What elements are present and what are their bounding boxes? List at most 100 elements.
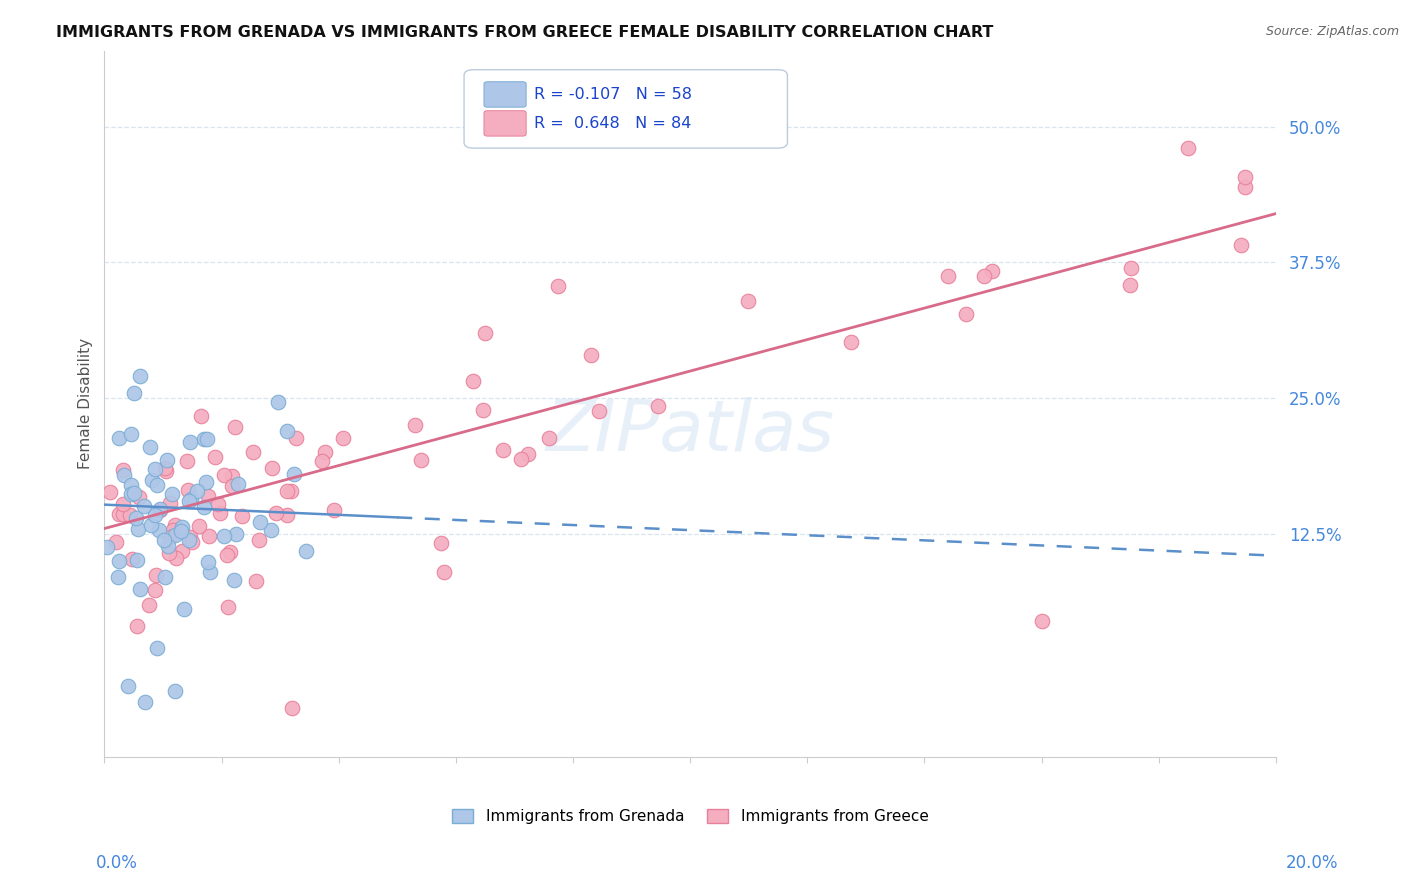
Point [163, 528, 186, 542]
Point [197, 555, 219, 569]
Point [226, 476, 249, 491]
Point [139, 440, 162, 454]
Point [122, 486, 145, 500]
Text: R = -0.107   N = 58: R = -0.107 N = 58 [534, 87, 692, 102]
Point [181, 534, 204, 549]
Point [295, 544, 318, 558]
Point [179, 434, 201, 449]
Point [169, 524, 191, 538]
Point [108, 431, 131, 445]
Point [177, 483, 200, 497]
Point [247, 533, 270, 548]
FancyBboxPatch shape [464, 70, 787, 148]
Text: 0.0%: 0.0% [96, 855, 138, 872]
Point [285, 431, 308, 445]
Point [221, 479, 243, 493]
Point [404, 417, 426, 432]
Point [141, 473, 163, 487]
Point [242, 444, 264, 458]
Point [156, 453, 179, 467]
Point [173, 601, 195, 615]
Text: R =  0.648   N = 84: R = 0.648 N = 84 [534, 116, 692, 131]
Point [588, 404, 610, 418]
Point [283, 467, 305, 482]
Point [179, 530, 201, 544]
Point [209, 506, 232, 520]
Point [249, 516, 271, 530]
Point [165, 518, 187, 533]
Point [314, 444, 336, 458]
Point [516, 447, 538, 461]
Point [96, 541, 118, 555]
FancyBboxPatch shape [484, 82, 526, 107]
Point [195, 475, 218, 489]
Point [122, 385, 145, 400]
Point [139, 517, 162, 532]
Point [186, 484, 208, 499]
Point [179, 493, 201, 508]
Point [276, 424, 298, 438]
Point [107, 570, 129, 584]
Point [1230, 238, 1253, 252]
Point [260, 523, 283, 537]
Point [128, 582, 150, 596]
Point [149, 502, 172, 516]
Point [145, 567, 167, 582]
Text: IMMIGRANTS FROM GRENADA VS IMMIGRANTS FROM GREECE FEMALE DISABILITY CORRELATION : IMMIGRANTS FROM GRENADA VS IMMIGRANTS FR… [56, 25, 994, 40]
Point [176, 454, 198, 468]
Point [149, 503, 172, 517]
Point [138, 598, 160, 612]
Point [281, 700, 304, 714]
FancyBboxPatch shape [484, 111, 526, 136]
Point [980, 263, 1002, 277]
Point [159, 496, 181, 510]
Point [224, 574, 246, 588]
Point [411, 453, 433, 467]
Point [311, 454, 333, 468]
Point [471, 402, 494, 417]
Point [108, 554, 131, 568]
Point [193, 500, 215, 515]
Point [170, 520, 193, 534]
Point [225, 527, 247, 541]
Legend: Immigrants from Grenada, Immigrants from Greece: Immigrants from Grenada, Immigrants from… [446, 803, 935, 830]
Point [145, 462, 167, 476]
Point [153, 569, 176, 583]
Point [162, 523, 184, 537]
Point [198, 565, 221, 579]
Point [461, 374, 484, 388]
Point [120, 478, 142, 492]
Point [492, 442, 515, 457]
Point [276, 483, 298, 498]
Point [155, 461, 177, 475]
Point [1121, 260, 1143, 275]
Point [127, 523, 149, 537]
Point [157, 546, 180, 560]
Point [125, 553, 148, 567]
Point [107, 508, 129, 522]
Point [157, 539, 180, 553]
Point [224, 420, 246, 434]
Point [120, 487, 142, 501]
Point [121, 551, 143, 566]
Point [125, 510, 148, 524]
Point [155, 464, 177, 478]
Point [117, 679, 139, 693]
Point [430, 535, 453, 549]
Point [134, 695, 156, 709]
Point [132, 499, 155, 513]
Point [537, 432, 560, 446]
Point [180, 491, 202, 506]
Point [936, 269, 959, 284]
Point [1234, 179, 1257, 194]
Point [143, 582, 166, 597]
Point [1119, 277, 1142, 292]
Text: 20.0%: 20.0% [1286, 855, 1339, 872]
Point [212, 528, 235, 542]
Point [280, 483, 302, 498]
Point [264, 506, 287, 520]
Point [1031, 614, 1053, 628]
Point [217, 600, 239, 615]
Point [170, 544, 193, 558]
Point [193, 432, 215, 446]
